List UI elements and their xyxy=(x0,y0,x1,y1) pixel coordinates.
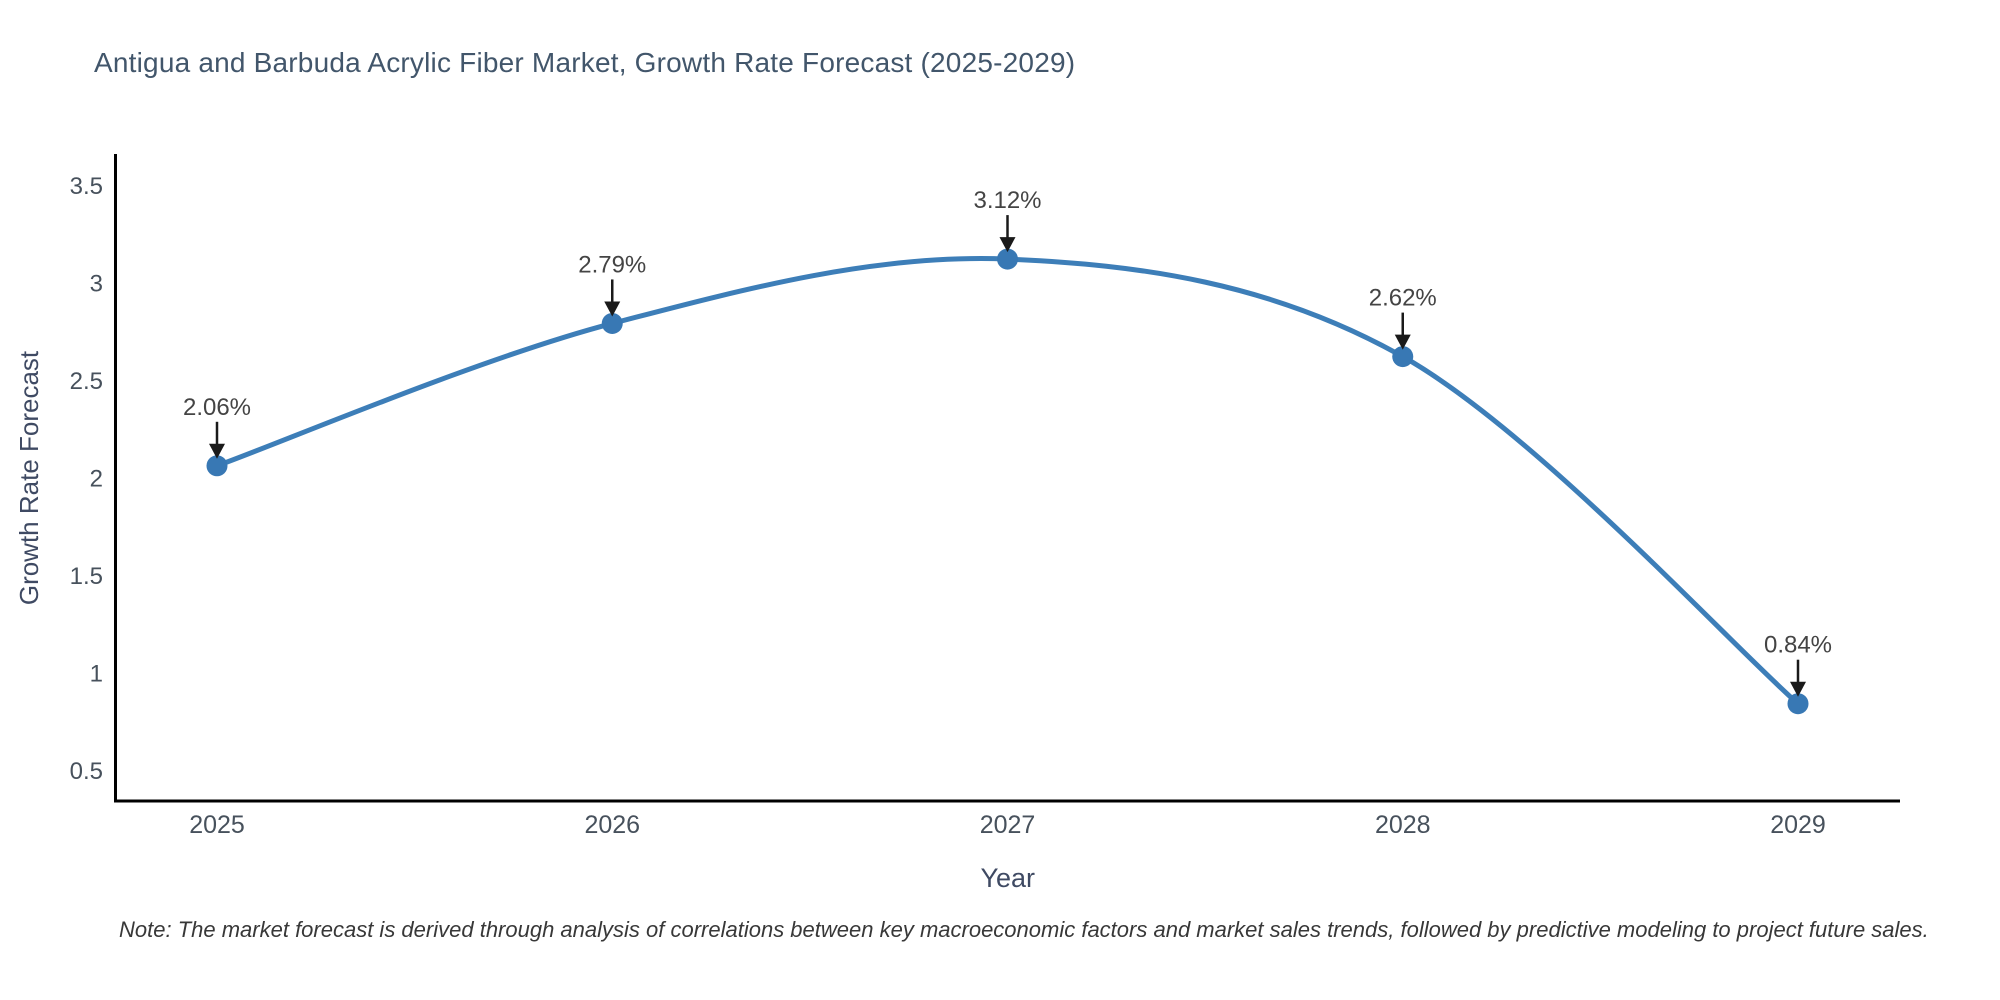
annotation-arrowhead-icon xyxy=(209,443,225,459)
x-tick-label: 2029 xyxy=(1770,811,1826,839)
y-tick-label: 1.5 xyxy=(70,563,103,590)
y-tick-label: 2 xyxy=(90,466,103,493)
y-tick-label: 2.5 xyxy=(70,368,103,395)
chart-footnote: Note: The market forecast is derived thr… xyxy=(119,917,1929,942)
data-point-marker[interactable] xyxy=(1392,346,1414,368)
point-value-label: 2.79% xyxy=(578,251,646,278)
data-point-marker[interactable] xyxy=(601,312,623,334)
annotation-arrowhead-icon xyxy=(1394,334,1411,350)
annotation-arrowhead-icon xyxy=(1790,681,1806,697)
point-value-label: 0.84% xyxy=(1764,632,1832,659)
x-tick-label: 2028 xyxy=(1375,811,1431,839)
y-tick-label: 0.5 xyxy=(70,758,103,785)
chart-title: Antigua and Barbuda Acrylic Fiber Market… xyxy=(94,47,1076,78)
annotation-arrowhead-icon xyxy=(999,237,1016,253)
y-axis-title: Growth Rate Forecast xyxy=(14,350,44,605)
data-point-marker[interactable] xyxy=(206,455,228,477)
y-tick-label: 3.5 xyxy=(70,173,103,200)
point-value-label: 3.12% xyxy=(973,187,1041,214)
annotation-arrowhead-icon xyxy=(604,301,621,317)
x-tick-label: 2025 xyxy=(189,811,245,839)
forecast-line-series xyxy=(214,256,1801,707)
x-axis-title: Year xyxy=(980,863,1035,893)
data-point-marker[interactable] xyxy=(1787,693,1809,715)
y-tick-label: 3 xyxy=(90,271,103,298)
point-value-label: 2.62% xyxy=(1369,285,1437,312)
point-value-label: 2.06% xyxy=(183,394,251,421)
y-tick-label: 1 xyxy=(90,661,103,688)
x-tick-label: 2027 xyxy=(980,811,1036,839)
data-point-marker[interactable] xyxy=(997,248,1018,270)
x-tick-label: 2026 xyxy=(584,811,640,839)
